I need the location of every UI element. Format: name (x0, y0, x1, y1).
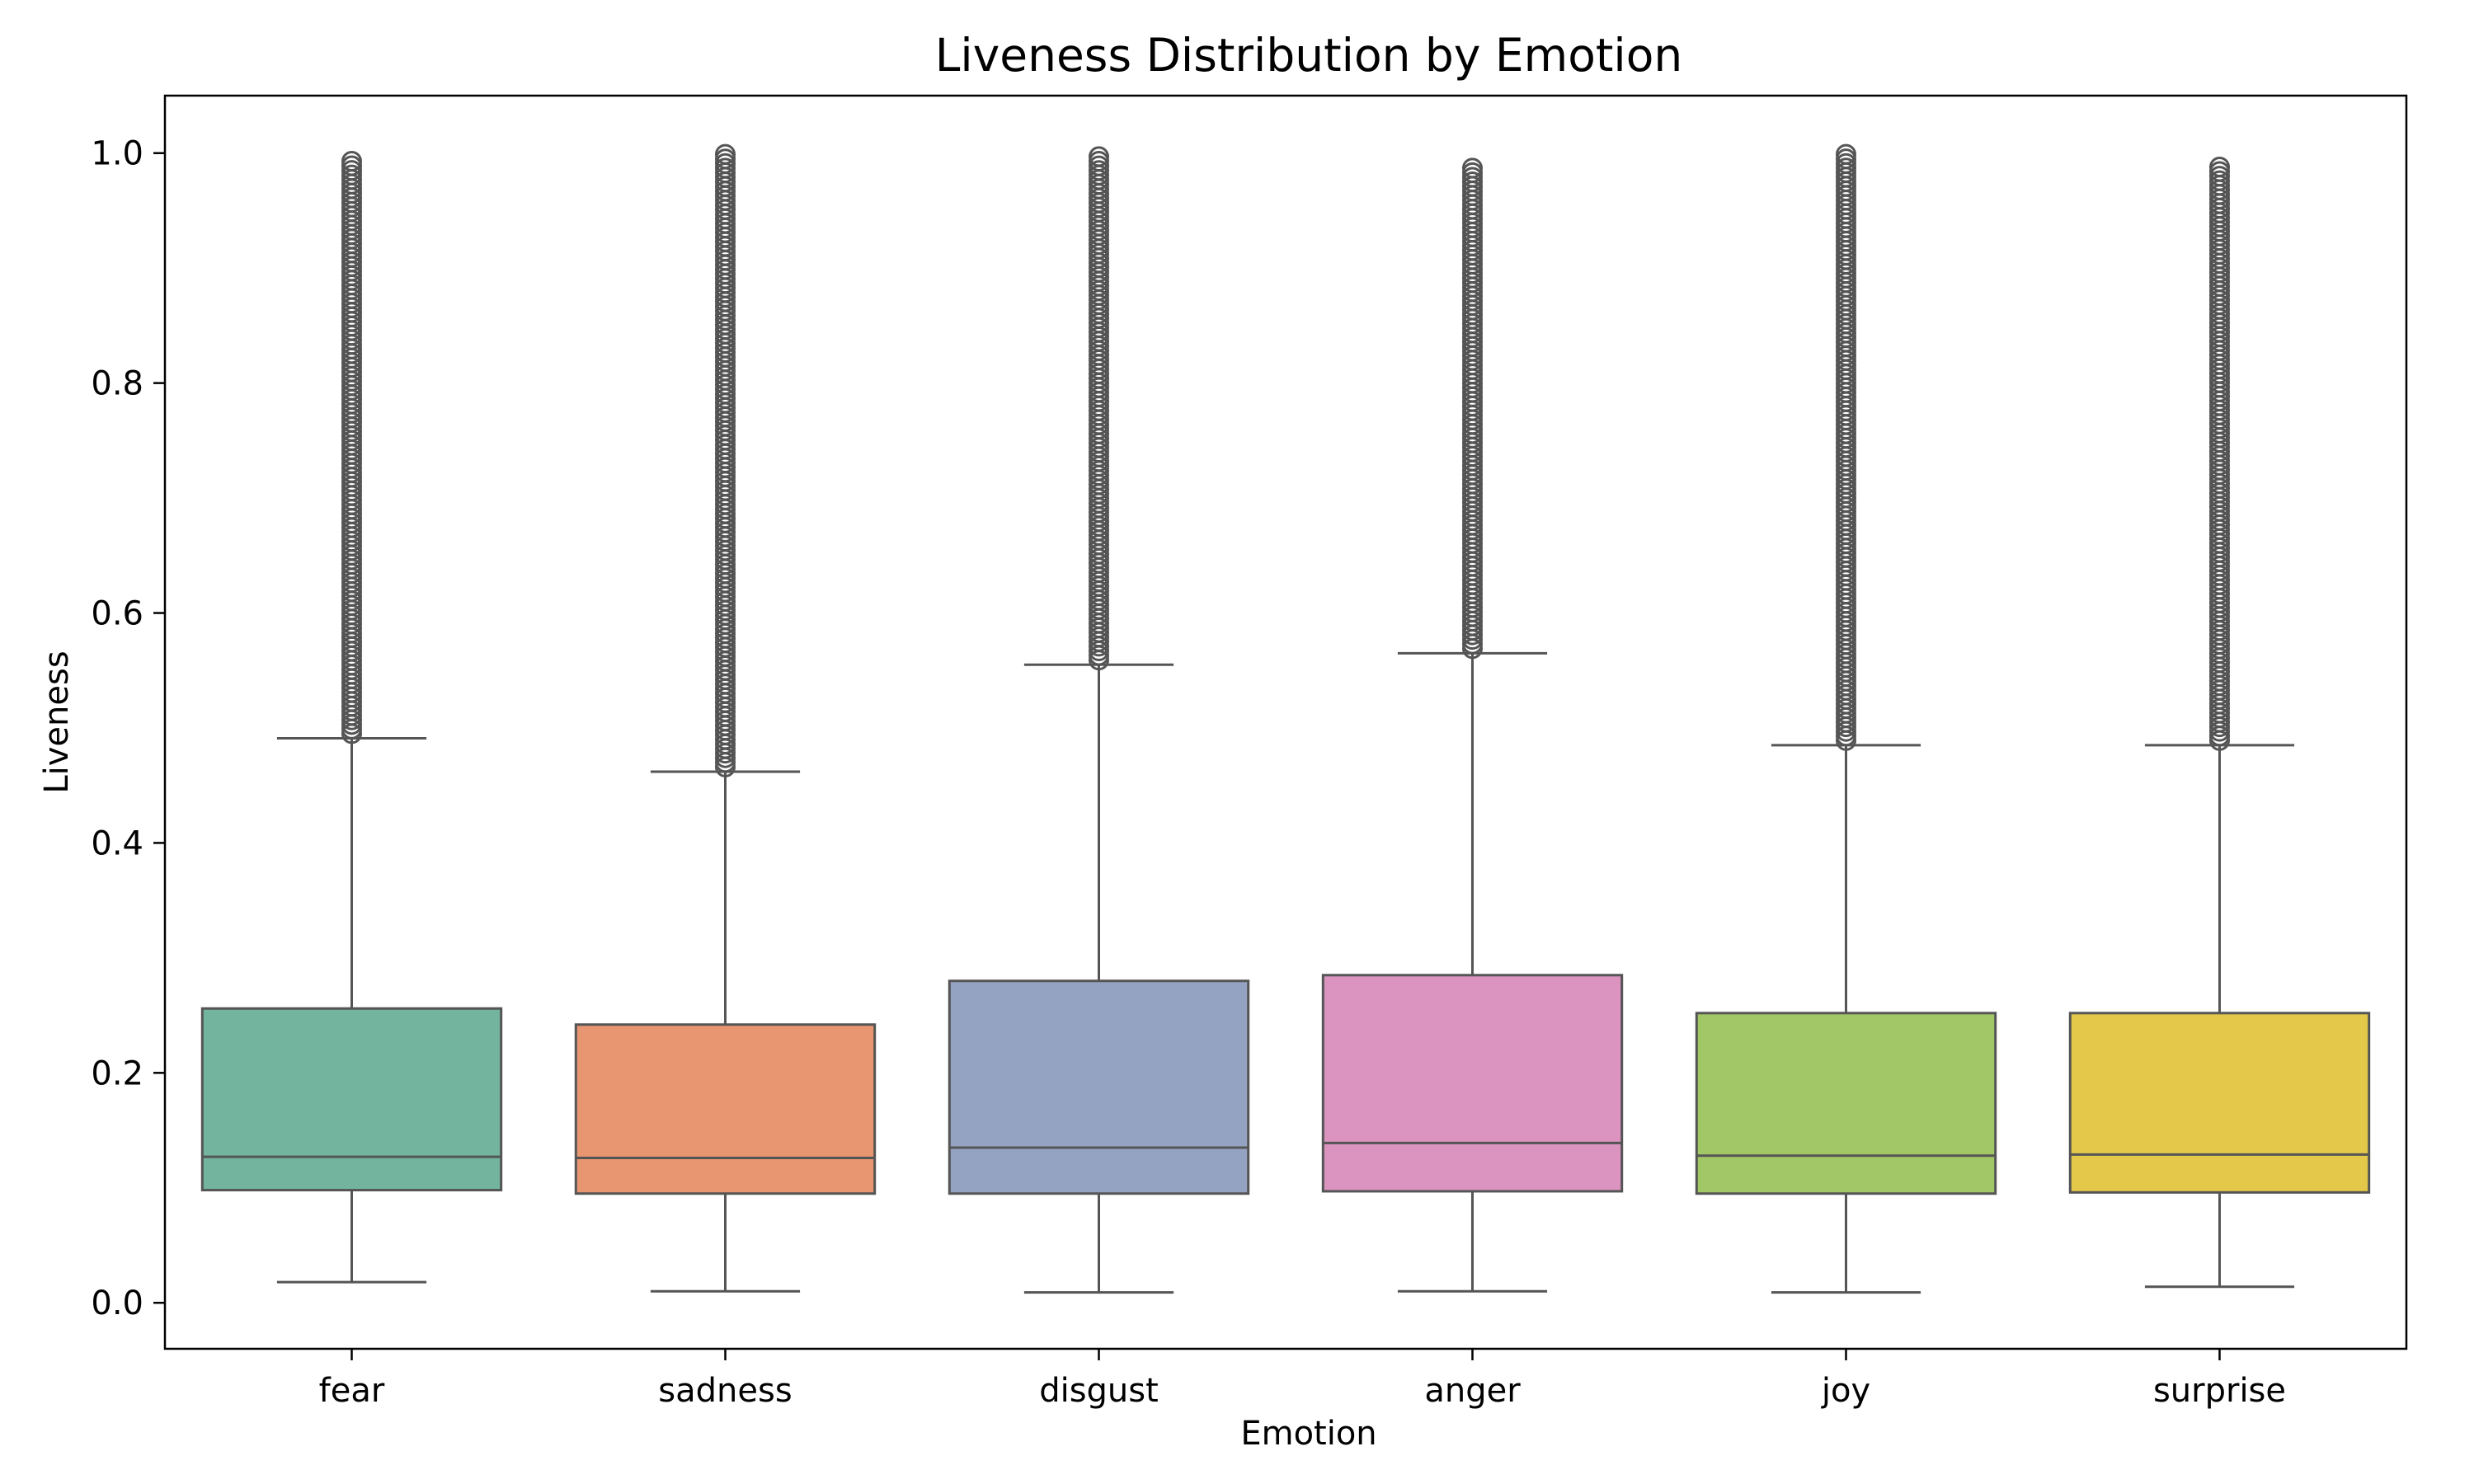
y-tick-label: 1.0 (91, 135, 143, 173)
iqr-box (1695, 1012, 1997, 1195)
x-tick-label-surprise: surprise (2153, 1372, 2286, 1410)
iqr-box (2068, 1012, 2371, 1194)
y-tick-label: 0.4 (91, 824, 143, 862)
y-tick-label: 0.0 (91, 1284, 143, 1322)
box-fear (200, 150, 503, 1284)
y-tick-label: 0.6 (91, 595, 143, 633)
axes: 0.0 0.2 0.4 0.6 0.8 1.0 fear sadness disgust ange… (91, 135, 2286, 1410)
box-sadness (574, 143, 877, 1293)
iqr-box (948, 979, 1250, 1195)
plot-area (200, 143, 2371, 1294)
outlier-point (1089, 146, 1109, 167)
outlier-point (1836, 143, 1856, 165)
y-tick-label: 0.8 (91, 365, 143, 403)
outlier-point (1462, 157, 1483, 179)
plot-frame (163, 94, 2408, 1350)
y-axis-label: Liveness (38, 650, 76, 793)
x-tick-label-disgust: disgust (1039, 1372, 1159, 1410)
chart-title: Liveness Distribution by Emotion (935, 29, 1682, 82)
box-joy (1695, 143, 1997, 1294)
box-surprise (2068, 156, 2371, 1289)
iqr-box (574, 1023, 877, 1195)
iqr-box (1321, 974, 1624, 1193)
box-disgust (948, 146, 1250, 1294)
x-tick-label-anger: anger (1424, 1372, 1521, 1410)
x-tick-label-joy: joy (1821, 1372, 1870, 1410)
x-axis-label: Emotion (1240, 1415, 1376, 1453)
outlier-point (341, 150, 362, 171)
x-tick-label-fear: fear (319, 1372, 385, 1410)
y-tick-label: 0.2 (91, 1054, 143, 1092)
outlier-point (2209, 156, 2230, 177)
box-anger (1321, 157, 1624, 1293)
x-tick-label-sadness: sadness (658, 1372, 792, 1410)
outlier-point (715, 143, 736, 165)
iqr-box (200, 1007, 503, 1192)
